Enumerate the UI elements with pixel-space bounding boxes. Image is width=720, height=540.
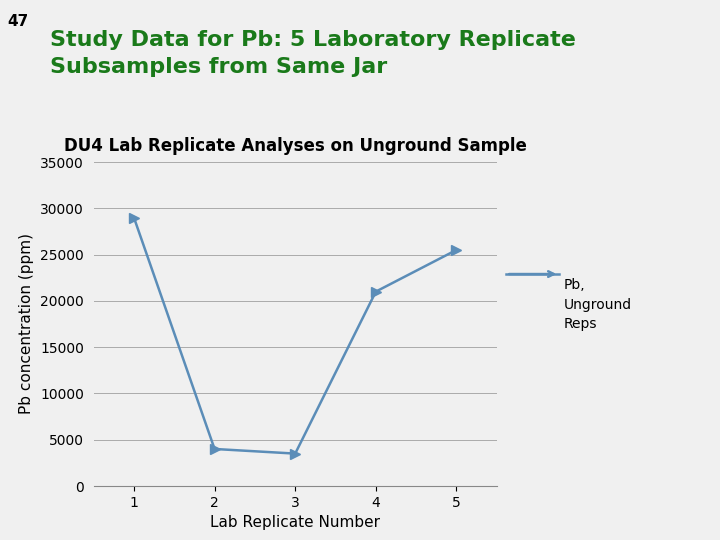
Title: DU4 Lab Replicate Analyses on Unground Sample: DU4 Lab Replicate Analyses on Unground S… bbox=[64, 137, 526, 155]
Text: Pb,
Unground
Reps: Pb, Unground Reps bbox=[564, 278, 632, 331]
Text: Study Data for Pb: 5 Laboratory Replicate: Study Data for Pb: 5 Laboratory Replicat… bbox=[50, 30, 576, 50]
Text: Subsamples from Same Jar: Subsamples from Same Jar bbox=[50, 57, 387, 77]
Text: 47: 47 bbox=[7, 14, 29, 29]
X-axis label: Lab Replicate Number: Lab Replicate Number bbox=[210, 515, 380, 530]
Y-axis label: Pb concentration (ppm): Pb concentration (ppm) bbox=[19, 233, 35, 415]
